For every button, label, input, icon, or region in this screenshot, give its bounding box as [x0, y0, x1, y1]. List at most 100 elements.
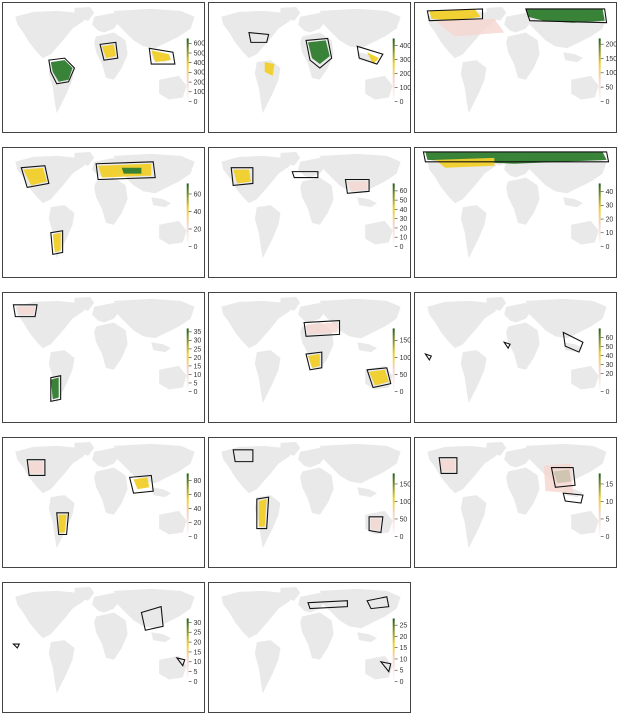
- legend-tick-label-2: 40: [194, 209, 202, 216]
- landmass-7: [571, 75, 599, 100]
- legend-tick-label-2: 100: [606, 70, 616, 77]
- legend-tick-label-0: 0: [400, 244, 404, 251]
- landmass-5: [113, 443, 195, 484]
- legend-tick-label-1: 5: [606, 516, 610, 523]
- range-outline-2: [344, 178, 370, 194]
- landmass-6: [563, 197, 583, 208]
- range-outline-2: [128, 474, 154, 494]
- landmass-3: [92, 447, 120, 468]
- range-outline-2: [562, 492, 584, 504]
- land-layer: [427, 151, 607, 259]
- range-outline-0: [48, 57, 76, 85]
- landmass-0: [427, 155, 497, 204]
- map-panel-4: 0 20 40 60: [2, 147, 205, 278]
- map-svg-14: 0 5 10 15 20 25: [221, 586, 408, 694]
- map-panel-13: 0 5 10 15 20 25 30: [2, 582, 205, 713]
- landmass-7: [365, 655, 393, 680]
- range-outline-1: [550, 467, 576, 488]
- legend-tick-label-6: 60: [400, 188, 408, 195]
- map-svg-11: 0 50 100 150: [221, 441, 410, 549]
- landmass-3: [92, 592, 120, 613]
- landmass-3: [298, 157, 326, 178]
- range-outline-1: [248, 31, 270, 43]
- range-outline-2: [148, 47, 176, 65]
- legend-color-bar: [186, 473, 189, 537]
- range-outline-2: [424, 353, 433, 362]
- legend-tick-label-6: 30: [194, 338, 202, 345]
- landmass-4: [300, 612, 334, 660]
- legend-color-bar: [186, 183, 189, 247]
- legend-color-bar: [598, 38, 601, 102]
- map-panel-6: 0 10 20 30 40: [414, 147, 617, 278]
- landmass-4: [94, 612, 128, 660]
- land-layer: [221, 151, 401, 259]
- legend-color-bar: [186, 618, 189, 682]
- legend-tick-label-3: 15: [194, 649, 202, 656]
- heat-region-1: [435, 157, 495, 168]
- range-outline-1: [291, 171, 319, 179]
- heat-region-2: [52, 232, 61, 253]
- heat-region-1: [102, 44, 116, 59]
- map-svg-3: 0 50 100 150 200: [426, 6, 616, 114]
- legend-tick-label-2: 10: [194, 372, 202, 379]
- legend-tick-label-1: 20: [194, 226, 202, 233]
- legend-tick-label-5: 25: [194, 346, 202, 353]
- heat-region-2: [151, 50, 171, 63]
- legend-tick-label-0: 0: [606, 534, 610, 541]
- legend-tick-label-3: 30: [400, 216, 408, 223]
- legend-tick-label-4: 40: [606, 189, 614, 196]
- range-outline-0: [305, 37, 333, 69]
- landmass-1: [74, 586, 95, 601]
- heat-region-1: [306, 322, 338, 335]
- legend-tick-label-2: 200: [400, 71, 410, 78]
- legend-tick-label-2: 40: [194, 506, 202, 513]
- legend-tick-label-5: 60: [606, 335, 614, 342]
- landmass-3: [298, 447, 326, 468]
- legend-tick-label-4: 20: [400, 634, 408, 641]
- heat-region-2: [27, 461, 43, 474]
- map-panel-5: 0 10 20 30 40 50 60: [208, 147, 411, 278]
- map-svg-8: 0 50 100 150: [221, 296, 410, 404]
- landmass-2: [460, 495, 487, 549]
- legend-tick-label-5: 25: [400, 623, 408, 630]
- landmass-5: [525, 153, 607, 194]
- legend-tick-label-1: 10: [400, 235, 408, 242]
- landmass-2: [254, 350, 281, 404]
- legend-color-bar: [186, 328, 189, 392]
- landmass-1: [74, 296, 95, 311]
- legend-tick-label-0: 0: [194, 389, 198, 396]
- legend-tick-label-6: 30: [194, 620, 202, 627]
- legend-tick-label-3: 15: [194, 363, 202, 370]
- legend-tick-label-7: 35: [194, 329, 202, 336]
- legend-tick-label-2: 20: [400, 225, 408, 232]
- legend-tick-label-0: 0: [194, 679, 198, 686]
- legend-tick-label-0: 0: [194, 99, 198, 106]
- legend-tick-label-5: 50: [400, 197, 408, 204]
- legend-tick-label-3: 150: [400, 481, 410, 488]
- legend-tick-label-4: 40: [400, 207, 408, 214]
- landmass-7: [571, 365, 599, 390]
- landmass-2: [254, 640, 281, 694]
- range-outline-1: [95, 161, 156, 181]
- landmass-6: [357, 197, 377, 208]
- heat-region-0: [50, 60, 73, 82]
- landmass-2: [254, 495, 281, 549]
- legend-color-bar: [598, 328, 601, 392]
- landmass-0: [15, 10, 85, 59]
- landmass-7: [571, 220, 599, 245]
- legend-tick-label-5: 500: [194, 50, 204, 57]
- landmass-6: [563, 342, 583, 353]
- range-outline-0: [256, 496, 270, 530]
- legend-tick-label-2: 100: [400, 499, 410, 506]
- range-outline-0: [26, 459, 46, 476]
- legend-tick-label-2: 30: [606, 362, 614, 369]
- landmass-4: [94, 467, 128, 515]
- heat-region-0: [58, 514, 67, 533]
- legend-tick-label-1: 20: [606, 371, 614, 378]
- landmass-5: [319, 588, 401, 629]
- landmass-6: [151, 632, 171, 643]
- landmass-7: [571, 510, 599, 535]
- map-panel-10: 0 20 40 60 80: [2, 437, 205, 568]
- range-outline-0: [422, 151, 610, 163]
- landmass-0: [221, 445, 291, 494]
